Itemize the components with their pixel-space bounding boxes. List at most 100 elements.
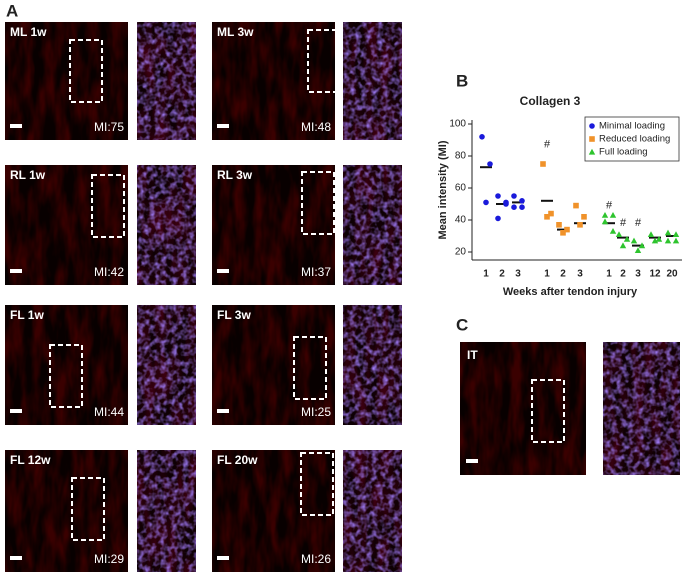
image-label: FL 12w — [10, 453, 51, 467]
image-label: FL 1w — [10, 308, 44, 322]
x-tick-label: 1 — [544, 269, 550, 280]
point — [634, 247, 642, 253]
y-tick-label: 80 — [455, 151, 467, 162]
point — [540, 161, 546, 167]
annotation: # — [635, 217, 642, 229]
point — [601, 212, 609, 218]
point — [548, 210, 554, 217]
zoom-box — [69, 39, 103, 103]
point — [479, 134, 485, 140]
point — [544, 214, 550, 220]
image-label: IT — [467, 348, 478, 362]
point — [589, 123, 595, 129]
x-tick-label: 20 — [666, 269, 678, 280]
nuclei — [603, 342, 680, 475]
x-tick-label: 2 — [499, 269, 505, 280]
nuclei — [343, 165, 402, 285]
mi-label: MI:44 — [94, 405, 124, 419]
nuclei — [343, 450, 402, 572]
x-tick-label: 1 — [606, 269, 612, 280]
image-label: RL 3w — [217, 168, 253, 182]
texture — [212, 305, 335, 425]
scale-bar — [217, 124, 229, 128]
point — [664, 237, 672, 244]
point — [655, 236, 663, 242]
point — [630, 237, 638, 244]
point — [519, 204, 525, 210]
point — [623, 236, 631, 242]
mi-label: MI:26 — [301, 552, 331, 566]
y-tick-label: 20 — [455, 247, 467, 258]
point — [615, 231, 623, 237]
scale-bar — [217, 409, 229, 413]
texture — [5, 305, 128, 425]
point — [560, 230, 566, 236]
zoom-box — [307, 29, 341, 93]
x-tick-label: 3 — [577, 269, 583, 280]
scale-bar — [217, 269, 229, 273]
point — [581, 214, 587, 220]
mi-label: MI:75 — [94, 120, 124, 134]
nuclei — [137, 165, 196, 285]
nuclei — [343, 22, 402, 140]
mi-label: MI:48 — [301, 120, 331, 134]
point — [511, 204, 517, 210]
scale-bar — [10, 269, 22, 273]
y-tick-label: 100 — [449, 119, 466, 130]
legend-label: Reduced loading — [599, 134, 670, 145]
point — [647, 231, 655, 237]
image-label: RL 1w — [10, 168, 46, 182]
point — [672, 231, 680, 237]
point — [588, 148, 596, 155]
point — [573, 202, 579, 209]
texture — [5, 165, 128, 285]
legend-label: Minimal loading — [599, 121, 665, 132]
texture — [5, 22, 128, 140]
x-tick-label: 12 — [649, 269, 661, 280]
x-tick-label: 2 — [560, 269, 566, 280]
nuclei — [137, 305, 196, 425]
annotation: # — [544, 139, 551, 151]
point — [609, 212, 617, 218]
point — [672, 237, 680, 244]
point — [495, 215, 501, 222]
scale-bar — [217, 556, 229, 560]
x-tick-label: 3 — [515, 269, 521, 280]
x-axis-label: Weeks after tendon injury — [503, 286, 638, 298]
panel-label: A — [6, 1, 18, 20]
zoom-box — [49, 344, 83, 408]
image-label: FL 20w — [217, 453, 258, 467]
scale-bar — [10, 409, 22, 413]
texture — [460, 342, 586, 475]
texture — [5, 450, 128, 572]
point — [495, 193, 501, 199]
x-tick-label: 1 — [483, 269, 489, 280]
zoom-box — [71, 477, 105, 541]
chart-title: Collagen 3 — [520, 94, 581, 108]
legend-box — [584, 116, 680, 162]
zoom-box — [531, 379, 565, 443]
scale-bar — [10, 124, 22, 128]
point — [503, 199, 509, 206]
scale-bar — [466, 459, 478, 463]
point — [483, 199, 489, 206]
x-tick-label: 2 — [620, 269, 626, 280]
point — [556, 222, 562, 228]
x-tick-label: 3 — [635, 269, 641, 280]
texture — [212, 450, 335, 572]
zoom-box — [300, 452, 334, 516]
mi-label: MI:37 — [301, 265, 331, 279]
mi-label: MI:25 — [301, 405, 331, 419]
point — [651, 237, 659, 244]
zoom-box — [293, 336, 327, 400]
texture — [212, 22, 335, 140]
point — [577, 222, 583, 228]
image-label: ML 3w — [217, 25, 254, 39]
point — [511, 193, 517, 199]
y-tick-label: 60 — [455, 183, 467, 194]
mi-label: MI:42 — [94, 265, 124, 279]
point — [519, 198, 525, 204]
annotation: # — [620, 217, 627, 229]
legend-label: Full loading — [599, 147, 648, 158]
